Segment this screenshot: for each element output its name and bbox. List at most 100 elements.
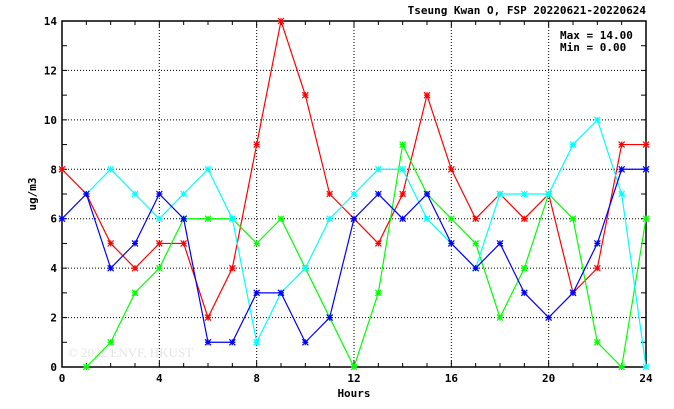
data-point-day1 — [399, 190, 407, 198]
min-label: Min = 0.00 — [560, 41, 626, 54]
data-point-day1 — [447, 165, 455, 173]
data-point-day1 — [326, 190, 334, 198]
data-point-day2 — [399, 141, 407, 148]
data-point-day3 — [545, 190, 553, 198]
data-point-day4 — [447, 240, 455, 247]
data-point-day4 — [155, 190, 163, 198]
data-point-day4 — [204, 338, 212, 346]
data-point-day3 — [204, 165, 212, 173]
data-point-day3 — [131, 190, 139, 198]
data-point-day4 — [642, 165, 650, 173]
data-point-day1 — [253, 141, 261, 148]
data-point-day3 — [253, 338, 261, 346]
series-line-day3 — [85, 118, 647, 368]
data-point-day3 — [423, 215, 431, 223]
data-point-day4 — [58, 215, 66, 223]
data-point-day4 — [180, 215, 188, 223]
x-axis-label: Hours — [337, 387, 370, 400]
x-tick-label: 24 — [639, 372, 653, 385]
data-point-day2 — [642, 215, 650, 223]
y-tick-label: 2 — [50, 312, 57, 325]
data-point-day1 — [228, 264, 236, 272]
data-point-day2 — [569, 215, 577, 223]
data-point-day3 — [618, 190, 626, 198]
x-tick-label: 8 — [253, 372, 260, 385]
data-point-day3 — [326, 215, 334, 223]
data-point-day3 — [228, 215, 236, 223]
y-tick-label: 8 — [50, 163, 57, 176]
watermark: © 2022 ENVF, HKUST — [68, 345, 193, 360]
data-point-day1 — [131, 264, 139, 272]
data-point-day2 — [131, 289, 139, 297]
data-point-day2 — [520, 264, 528, 272]
data-point-day2 — [253, 240, 261, 247]
y-tick-label: 14 — [44, 15, 58, 28]
data-point-day4 — [520, 289, 528, 297]
data-point-day4 — [593, 240, 601, 247]
x-tick-label: 0 — [59, 372, 66, 385]
data-point-day4 — [82, 190, 90, 198]
data-point-day1 — [277, 17, 285, 25]
grid — [62, 21, 646, 367]
data-point-day3 — [569, 141, 577, 148]
data-point-day1 — [155, 240, 163, 247]
data-point-day4 — [301, 338, 309, 346]
x-tick-label: 16 — [445, 372, 459, 385]
data-point-day1 — [593, 264, 601, 272]
data-point-day4 — [496, 240, 504, 247]
y-tick-label: 4 — [50, 262, 57, 275]
data-point-day4 — [569, 289, 577, 297]
data-point-day3 — [350, 190, 358, 198]
data-point-day3 — [496, 190, 504, 198]
data-point-day4 — [350, 215, 358, 223]
data-point-day3 — [107, 165, 115, 173]
data-point-day4 — [545, 314, 553, 321]
data-point-day3 — [520, 190, 528, 198]
data-point-day1 — [301, 91, 309, 99]
data-point-day1 — [204, 314, 212, 321]
data-point-day1 — [374, 240, 382, 247]
data-point-day4 — [618, 165, 626, 173]
data-point-day2 — [374, 289, 382, 297]
data-point-day4 — [472, 264, 480, 272]
data-point-day4 — [326, 314, 334, 321]
data-point-day1 — [180, 240, 188, 247]
data-point-day2 — [472, 240, 480, 247]
data-point-day3 — [180, 190, 188, 198]
x-tick-label: 20 — [542, 372, 555, 385]
data-point-day2 — [204, 215, 212, 223]
x-tick-label: 12 — [347, 372, 360, 385]
data-point-day3 — [301, 264, 309, 272]
chart-title: Tseung Kwan O, FSP 20220621-20220624 — [408, 4, 647, 17]
data-point-day4 — [277, 289, 285, 297]
data-point-day1 — [520, 215, 528, 223]
data-point-day4 — [399, 215, 407, 223]
y-tick-label: 6 — [50, 213, 57, 226]
data-point-day2 — [618, 363, 626, 371]
max-label: Max = 14.00 — [560, 29, 633, 42]
data-point-day3 — [399, 165, 407, 173]
data-point-day1 — [107, 240, 115, 247]
data-point-day1 — [58, 165, 66, 173]
x-tick-label: 4 — [156, 372, 163, 385]
data-point-day1 — [618, 141, 626, 148]
data-point-day1 — [472, 215, 480, 223]
data-point-day3 — [374, 165, 382, 173]
data-point-day3 — [593, 116, 601, 124]
data-point-day3 — [642, 363, 650, 371]
data-point-day2 — [496, 314, 504, 321]
y-axis-label: ug/m3 — [26, 177, 39, 210]
data-point-day1 — [642, 141, 650, 148]
data-point-day2 — [350, 363, 358, 371]
data-point-day1 — [423, 91, 431, 99]
data-point-day2 — [277, 215, 285, 223]
y-tick-label: 12 — [44, 64, 57, 77]
series-group — [58, 17, 650, 371]
data-point-day3 — [155, 215, 163, 223]
data-point-day4 — [374, 190, 382, 198]
data-point-day2 — [107, 338, 115, 346]
data-point-day2 — [447, 215, 455, 223]
data-point-day4 — [107, 264, 115, 272]
data-point-day4 — [131, 240, 139, 247]
